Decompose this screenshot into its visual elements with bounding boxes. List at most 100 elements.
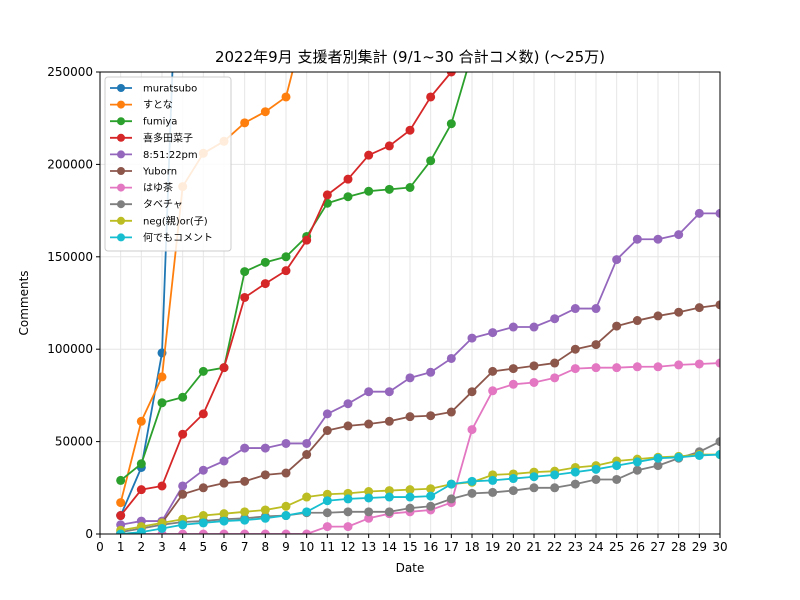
data-point: [446, 119, 456, 129]
data-point: [612, 461, 622, 471]
data-point: [591, 464, 601, 474]
data-point: [488, 386, 498, 396]
data-point: [674, 360, 684, 370]
chart-title: 2022年9月 支援者別集計 (9/1~30 合計コメ数) (〜25万): [215, 48, 605, 66]
legend-swatch-marker: [117, 117, 125, 126]
data-point: [694, 450, 704, 460]
data-point: [550, 358, 560, 368]
data-point: [157, 523, 167, 533]
series-line: [119, 72, 174, 516]
data-point: [343, 174, 353, 184]
data-point: [384, 184, 394, 194]
legend-swatch-marker: [117, 216, 125, 225]
data-point: [467, 488, 477, 498]
data-point: [219, 509, 229, 519]
data-point: [198, 366, 208, 376]
data-point: [302, 450, 312, 460]
data-point: [281, 511, 291, 521]
data-point: [178, 520, 188, 530]
data-point: [343, 399, 353, 409]
legend-item: neg(親)or(子): [110, 214, 208, 227]
data-point: [653, 453, 663, 463]
data-point: [632, 316, 642, 326]
x-tick-label: 21: [526, 540, 541, 554]
x-tick-label: 11: [320, 540, 335, 554]
data-point: [653, 234, 663, 244]
legend-swatch-marker: [117, 150, 125, 159]
data-point: [715, 437, 720, 447]
data-point: [426, 501, 436, 511]
data-point: [322, 426, 332, 436]
data-point: [260, 470, 270, 480]
data-point: [198, 465, 208, 475]
data-point: [467, 425, 477, 435]
data-point: [240, 118, 250, 128]
legend-label: neg(親)or(子): [143, 214, 208, 227]
data-point: [715, 208, 720, 218]
x-tick-label: 30: [712, 540, 727, 554]
data-point: [281, 468, 291, 478]
data-point: [343, 507, 353, 517]
x-tick-label: 9: [282, 540, 290, 554]
series-5: [157, 300, 720, 528]
data-point: [715, 450, 720, 460]
data-point: [198, 483, 208, 493]
data-point: [467, 476, 477, 486]
data-point: [364, 486, 374, 496]
data-point: [240, 529, 250, 534]
data-point: [570, 467, 580, 477]
data-point: [116, 529, 126, 534]
data-point: [364, 493, 374, 503]
x-tick-label: 1: [117, 540, 125, 554]
data-point: [653, 311, 663, 321]
data-point: [157, 398, 167, 408]
data-point: [632, 234, 642, 244]
data-point: [240, 292, 250, 302]
data-point: [591, 363, 601, 373]
series-4: [116, 208, 720, 530]
data-point: [281, 501, 291, 511]
data-point: [157, 372, 167, 382]
data-point: [260, 257, 270, 267]
x-tick-label: 16: [423, 540, 438, 554]
data-point: [405, 492, 415, 502]
data-point: [426, 156, 436, 166]
legend-item: すとな: [110, 99, 173, 111]
data-point: [529, 472, 539, 482]
data-point: [240, 507, 250, 517]
legend-item: タベチャ: [110, 199, 183, 211]
data-point: [550, 483, 560, 493]
data-point: [591, 340, 601, 350]
series-layer: [116, 72, 720, 534]
data-point: [260, 279, 270, 289]
x-axis-label: Date: [396, 561, 425, 575]
x-tick-label: 6: [220, 540, 228, 554]
data-point: [446, 479, 456, 489]
data-point: [426, 484, 436, 494]
data-point: [260, 513, 270, 523]
x-tick-label: 24: [588, 540, 603, 554]
series-3: [116, 72, 456, 521]
x-tick-label: 17: [444, 540, 459, 554]
data-point: [612, 363, 622, 373]
data-point: [694, 208, 704, 218]
data-point: [198, 511, 208, 521]
data-point: [550, 373, 560, 383]
data-point: [591, 304, 601, 314]
data-point: [508, 486, 518, 496]
legend-label: muratsubo: [143, 84, 197, 95]
legend-item: はゆ茶: [110, 181, 173, 194]
x-tick-label: 22: [547, 540, 562, 554]
data-point: [302, 529, 312, 534]
data-point: [343, 522, 353, 532]
data-point: [136, 416, 146, 426]
data-point: [136, 527, 146, 534]
data-point: [426, 491, 436, 501]
x-tick-label: 14: [382, 540, 397, 554]
data-point: [322, 496, 332, 506]
legend-item: muratsubo: [110, 84, 197, 95]
data-point: [488, 475, 498, 485]
series-9: [116, 450, 720, 534]
legend-swatch-marker: [117, 200, 125, 209]
